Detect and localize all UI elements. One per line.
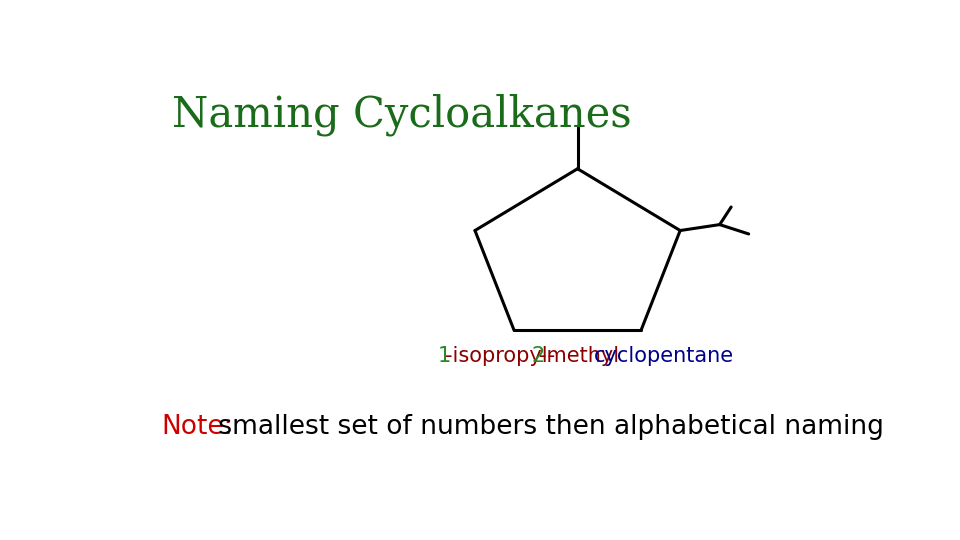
- Text: smallest set of numbers then alphabetical naming: smallest set of numbers then alphabetica…: [209, 414, 883, 440]
- Text: 1: 1: [438, 346, 451, 366]
- Text: -isopropyl-: -isopropyl-: [445, 346, 556, 366]
- Text: cyclopentane: cyclopentane: [594, 346, 734, 366]
- Text: Naming Cycloalkanes: Naming Cycloalkanes: [172, 94, 632, 137]
- Text: -methyl: -methyl: [540, 346, 619, 366]
- Text: Note:: Note:: [161, 414, 232, 440]
- Text: 2: 2: [532, 346, 544, 366]
